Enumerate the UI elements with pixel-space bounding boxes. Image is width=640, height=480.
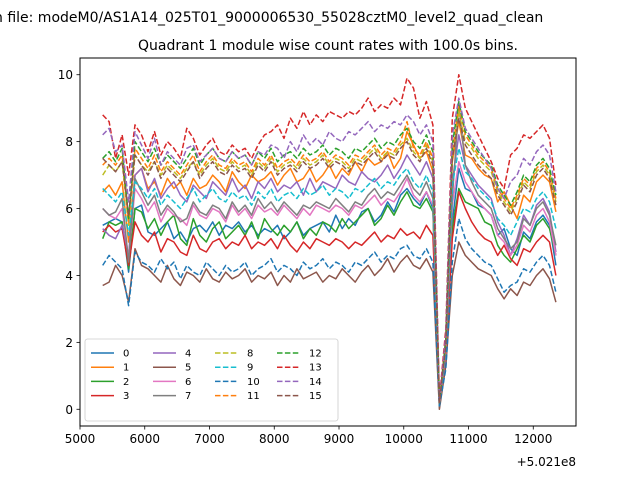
series-line-3 (102, 191, 557, 407)
legend-label-3: 3 (123, 391, 129, 402)
legend-label-1: 1 (123, 363, 129, 374)
x-tick-label: 12000 (514, 432, 552, 446)
legend-box (84, 338, 339, 422)
legend-label-15: 15 (309, 391, 322, 402)
legend-label-0: 0 (123, 349, 129, 360)
series-line-11 (102, 104, 557, 404)
x-tick-label: 8000 (259, 432, 290, 446)
legend-label-5: 5 (185, 363, 191, 374)
y-tick-label: 2 (65, 336, 73, 350)
legend-label-4: 4 (185, 349, 191, 360)
x-tick-label: 9000 (324, 432, 355, 446)
y-tick-label: 0 (65, 403, 73, 417)
legend-label-6: 6 (185, 377, 191, 388)
series-line-5 (102, 241, 557, 411)
x-tick-label: 6000 (129, 432, 160, 446)
legend-label-8: 8 (247, 349, 253, 360)
y-tick-label: 10 (58, 68, 73, 82)
series-line-13 (102, 73, 557, 400)
x-tick-label: 10000 (385, 432, 423, 446)
y-tick-label: 8 (65, 135, 73, 149)
x-tick-label: 11000 (449, 432, 487, 446)
series-layer (101, 73, 557, 411)
series-line-7 (102, 104, 557, 407)
x-tick-label: 7000 (194, 432, 225, 446)
series-line-4 (102, 134, 557, 407)
x-axis: 5000 6000 7000 8000 9000 10000 11000 12000 (65, 426, 552, 446)
series-line-14 (102, 97, 557, 404)
y-axis: 0 2 4 6 8 10 (58, 68, 80, 417)
legend-label-13: 13 (309, 363, 322, 374)
series-line-9 (102, 147, 557, 407)
axes-frame (79, 57, 577, 427)
series-line-0 (102, 167, 557, 407)
legend-label-9: 9 (247, 363, 253, 374)
chart-title: Quadrant 1 module wise count rates with … (138, 38, 518, 54)
legend-label-10: 10 (247, 377, 260, 388)
legend-label-7: 7 (185, 391, 191, 402)
x-offset-label: +5.021e8 (517, 455, 576, 469)
legend-label-2: 2 (123, 377, 129, 388)
legend-label-14: 14 (309, 377, 322, 388)
series-line-15 (102, 117, 557, 404)
series-line-1 (102, 120, 557, 404)
x-tick-label: 5000 (65, 432, 96, 446)
legend-label-11: 11 (247, 391, 260, 402)
series-line-8 (102, 110, 557, 404)
figure-suptitle: n file: modeM0/AS1A14_025T01_9000006530_… (0, 10, 543, 26)
y-tick-label: 6 (65, 202, 73, 216)
series-line-10 (102, 217, 557, 407)
y-tick-label: 4 (65, 269, 73, 283)
series-line-2 (101, 187, 557, 404)
legend-label-12: 12 (309, 349, 322, 360)
